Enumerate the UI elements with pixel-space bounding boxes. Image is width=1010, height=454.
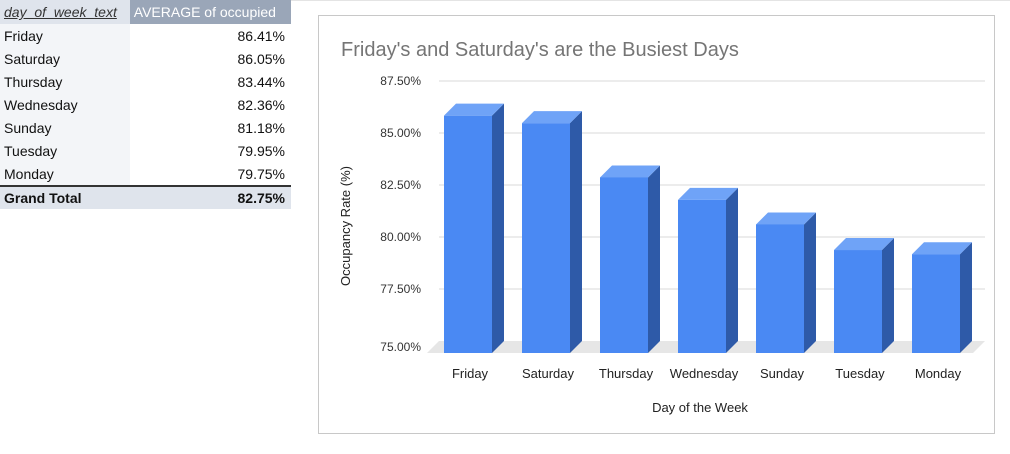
bar-chart: Friday's and Saturday's are the Busiest … (338, 39, 985, 415)
table-row: Monday 79.75% (0, 162, 291, 187)
pivot-header-day[interactable]: day_of_week_text (0, 0, 130, 24)
bar-top (678, 187, 738, 200)
table-row: Sunday 81.18% (0, 116, 291, 139)
pivot-day-cell[interactable]: Saturday (0, 47, 130, 70)
pivot-day-cell[interactable]: Thursday (0, 70, 130, 93)
bar-top (756, 212, 816, 225)
y-tick-label: 85.00% (380, 126, 421, 140)
pivot-header-average[interactable]: AVERAGE of occupied (129, 0, 291, 24)
x-tick-label: Saturday (522, 366, 575, 381)
pivot-day-cell[interactable]: Wednesday (0, 93, 130, 116)
bar (600, 177, 648, 353)
bar-side (882, 238, 894, 353)
bar-top (834, 238, 894, 251)
y-tick-label: 87.50% (380, 74, 421, 88)
pivot-total-row: Grand Total 82.75% (0, 186, 291, 209)
top-divider (0, 0, 1010, 1)
pivot-table: day_of_week_text AVERAGE of occupied Fri… (0, 0, 291, 209)
bar-side (804, 212, 816, 353)
pivot-value-cell[interactable]: 86.05% (237, 50, 285, 67)
x-axis-label: Day of the Week (652, 400, 748, 415)
bar (444, 115, 492, 353)
pivot-value-cell[interactable]: 83.44% (237, 73, 285, 90)
pivot-value-cell[interactable]: 82.36% (237, 96, 285, 113)
pivot-day-cell[interactable]: Friday (0, 24, 130, 47)
pivot-value-cell[interactable]: 79.95% (237, 142, 285, 159)
x-tick-label: Thursday (599, 366, 654, 381)
pivot-day-cell[interactable]: Monday (0, 162, 130, 187)
x-tick-label: Friday (452, 366, 489, 381)
bar (522, 123, 570, 353)
x-tick-label: Tuesday (835, 366, 885, 381)
table-row: Friday 86.41% (0, 24, 291, 47)
y-tick-label: 75.00% (380, 340, 421, 354)
x-tick-label: Wednesday (670, 366, 739, 381)
pivot-day-cell[interactable]: Sunday (0, 116, 130, 139)
table-row: Thursday 83.44% (0, 70, 291, 93)
pivot-total-label[interactable]: Grand Total (0, 186, 130, 209)
chart-title: Friday's and Saturday's are the Busiest … (341, 39, 739, 61)
bar (834, 250, 882, 353)
pivot-day-cell[interactable]: Tuesday (0, 139, 130, 162)
bar-side (960, 242, 972, 353)
pivot-value-cell[interactable]: 79.75% (129, 162, 291, 187)
pivot-value-cell[interactable]: 86.41% (237, 27, 285, 44)
bar-top (912, 242, 972, 255)
table-row: Saturday 86.05% (0, 47, 291, 70)
table-row: Wednesday 82.36% (0, 93, 291, 116)
x-tick-label: Monday (915, 366, 962, 381)
bar-top (522, 111, 582, 124)
bar-top (600, 165, 660, 178)
x-tick-label: Sunday (760, 366, 805, 381)
chart-container[interactable]: Friday's and Saturday's are the Busiest … (318, 15, 995, 434)
y-tick-label: 80.00% (380, 230, 421, 244)
y-tick-label: 77.50% (380, 282, 421, 296)
bar-side (492, 103, 504, 353)
bar (912, 254, 960, 353)
bar-top (444, 103, 504, 116)
bar (678, 199, 726, 353)
bar-side (726, 187, 738, 353)
y-axis-label: Occupancy Rate (%) (338, 166, 353, 286)
bar-side (648, 165, 660, 353)
y-tick-label: 82.50% (380, 178, 421, 192)
bar-side (570, 111, 582, 353)
bar (756, 224, 804, 353)
table-row: Tuesday 79.95% (0, 139, 291, 162)
pivot-header-row: day_of_week_text AVERAGE of occupied (0, 0, 291, 24)
pivot-value-cell[interactable]: 81.18% (237, 119, 285, 136)
pivot-total-value[interactable]: 82.75% (129, 186, 291, 209)
